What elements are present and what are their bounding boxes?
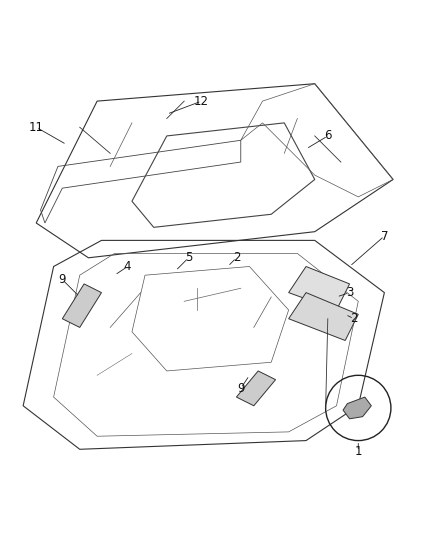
Text: 4: 4 [124, 260, 131, 273]
Polygon shape [62, 284, 102, 327]
Text: 3: 3 [346, 286, 353, 299]
Text: 12: 12 [194, 95, 209, 108]
Polygon shape [289, 266, 350, 310]
Text: 2: 2 [350, 312, 358, 325]
Text: 11: 11 [29, 121, 44, 134]
Polygon shape [343, 397, 371, 419]
Text: 9: 9 [59, 273, 66, 286]
Text: 6: 6 [324, 130, 332, 142]
Text: 5: 5 [185, 251, 192, 264]
Text: 2: 2 [233, 251, 240, 264]
Polygon shape [237, 371, 276, 406]
Text: 9: 9 [237, 382, 244, 395]
Text: 1: 1 [354, 445, 362, 458]
Polygon shape [289, 293, 358, 341]
Text: 7: 7 [381, 230, 388, 243]
